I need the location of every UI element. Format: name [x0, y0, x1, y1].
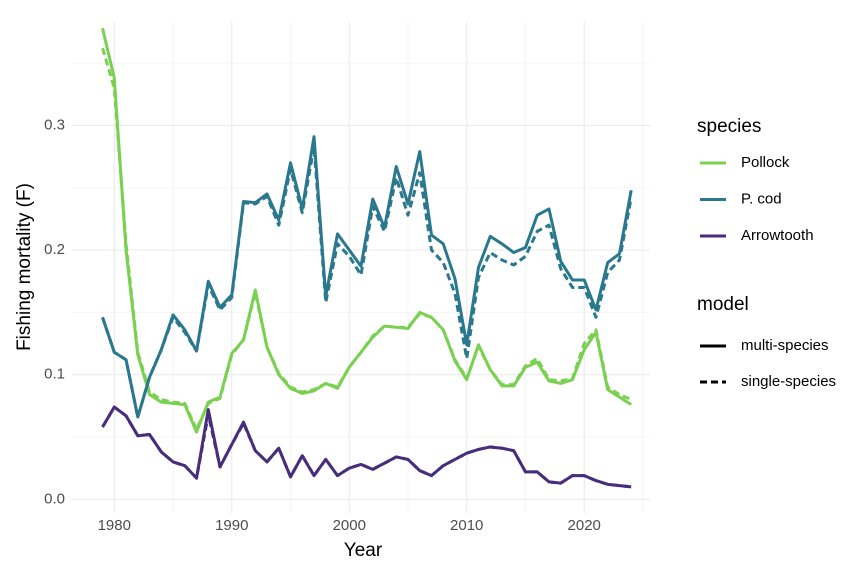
line	[101, 47, 632, 432]
legend-label: multi-species	[741, 337, 829, 354]
legend-label: single-species	[741, 373, 836, 390]
y-tick-label: 0.1	[44, 366, 65, 383]
legend-label: Pollock	[741, 154, 790, 171]
x-tick-label: 1980	[98, 517, 131, 534]
legend-label: P. cod	[741, 190, 782, 207]
y-axis-title: Fishing mortality (F)	[14, 183, 35, 351]
x-tick-label: 2010	[450, 517, 483, 534]
y-tick-label: 0.3	[44, 116, 65, 133]
line	[101, 405, 632, 489]
legend-label: Arrowtooth	[741, 227, 814, 244]
legend-title: species	[697, 116, 761, 137]
x-tick-label: 2020	[568, 517, 601, 534]
x-tick-label: 2000	[333, 517, 366, 534]
legend-title: model	[697, 294, 749, 315]
y-tick-label: 0.2	[44, 241, 65, 258]
y-tick-label: 0.0	[44, 490, 65, 507]
line	[101, 405, 632, 489]
x-tick-label: 1990	[215, 517, 248, 534]
line	[101, 145, 633, 419]
x-axis-title: Year	[344, 540, 383, 561]
